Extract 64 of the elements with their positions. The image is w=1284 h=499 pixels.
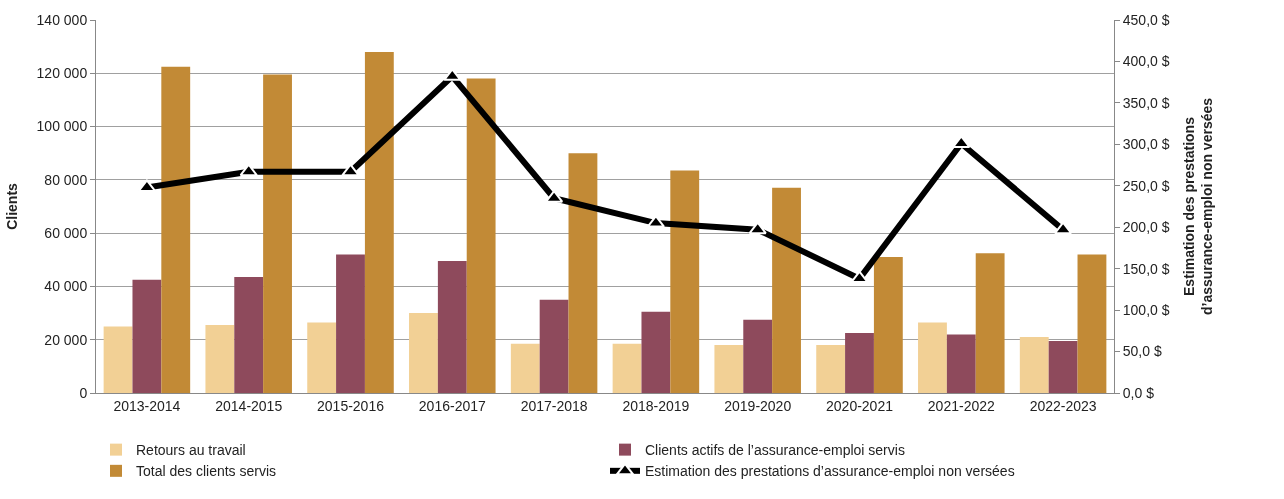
legend-label: Clients actifs de l’assurance-emploi servis bbox=[645, 442, 905, 459]
y2-tick-label: 250,0 $ bbox=[1122, 177, 1170, 194]
bar bbox=[263, 74, 292, 393]
x-tick-label: 2020-2021 bbox=[826, 397, 894, 414]
bar bbox=[772, 187, 801, 393]
bar bbox=[670, 170, 700, 393]
y-tick-label: 140 000 bbox=[36, 11, 88, 28]
bar bbox=[307, 322, 337, 393]
bar bbox=[466, 78, 496, 393]
y2-tick-label: 0,0 $ bbox=[1122, 384, 1155, 401]
y-tick-label: 0 bbox=[79, 384, 88, 401]
y-tick-label: 60 000 bbox=[44, 225, 88, 242]
bar bbox=[612, 343, 642, 393]
y2-axis-title: Estimation des prestations d’assurance-emploi non versées bbox=[1181, 97, 1216, 316]
y-tick-label: 20 000 bbox=[44, 331, 88, 348]
bar bbox=[1048, 341, 1078, 393]
x-tick-label: 2021-2022 bbox=[927, 397, 995, 414]
legend-label: Estimation des prestations d’assurance-emploi non versées bbox=[645, 463, 1015, 480]
bar bbox=[816, 345, 846, 393]
bar bbox=[510, 343, 540, 393]
bar bbox=[641, 311, 671, 393]
bar bbox=[539, 299, 569, 393]
x-tick-label: 2022-2023 bbox=[1029, 397, 1097, 414]
y2-tick-label: 400,0 $ bbox=[1122, 53, 1170, 70]
x-tick-label: 2014-2015 bbox=[215, 397, 283, 414]
y2-tick-label: 300,0 $ bbox=[1122, 136, 1170, 153]
y-tick-label: 100 000 bbox=[36, 118, 88, 135]
bar bbox=[918, 322, 947, 393]
y2-tick-label: 100,0 $ bbox=[1122, 302, 1170, 319]
y2-tick-label: 350,0 $ bbox=[1122, 94, 1170, 111]
y2-tick-label: 150,0 $ bbox=[1122, 260, 1170, 277]
y2-tick-label: 50,0 $ bbox=[1122, 343, 1162, 360]
bar bbox=[336, 254, 365, 393]
bar bbox=[205, 325, 235, 393]
x-tick-label: 2013-2014 bbox=[113, 397, 181, 414]
bar bbox=[161, 66, 191, 393]
x-tick-label: 2017-2018 bbox=[520, 397, 588, 414]
y2-tick-label: 450,0 $ bbox=[1122, 11, 1170, 28]
legend-label: Retours au travail bbox=[136, 442, 246, 459]
bar bbox=[1019, 337, 1049, 393]
legend-label: Total des clients servis bbox=[136, 463, 277, 480]
bar bbox=[946, 334, 976, 393]
bar bbox=[975, 253, 1005, 393]
bar bbox=[568, 153, 598, 393]
bar bbox=[132, 279, 162, 393]
y-tick-label: 80 000 bbox=[44, 171, 88, 188]
x-tick-label: 2016-2017 bbox=[418, 397, 486, 414]
x-tick-label: 2015-2016 bbox=[317, 397, 385, 414]
bar bbox=[873, 257, 903, 393]
bar bbox=[437, 261, 467, 393]
bar bbox=[1077, 254, 1107, 393]
bar bbox=[103, 326, 133, 393]
y-tick-label: 40 000 bbox=[44, 278, 88, 295]
bar bbox=[714, 345, 744, 393]
bar bbox=[234, 277, 264, 393]
x-tick-label: 2019-2020 bbox=[724, 397, 792, 414]
bar bbox=[409, 313, 438, 393]
bar bbox=[743, 319, 773, 393]
y-axis-title: Clients bbox=[4, 182, 21, 230]
x-tick-label: 2018-2019 bbox=[622, 397, 690, 414]
bar bbox=[364, 51, 394, 393]
bar bbox=[845, 333, 874, 393]
y-tick-label: 120 000 bbox=[36, 65, 88, 82]
y2-tick-label: 200,0 $ bbox=[1122, 219, 1170, 236]
